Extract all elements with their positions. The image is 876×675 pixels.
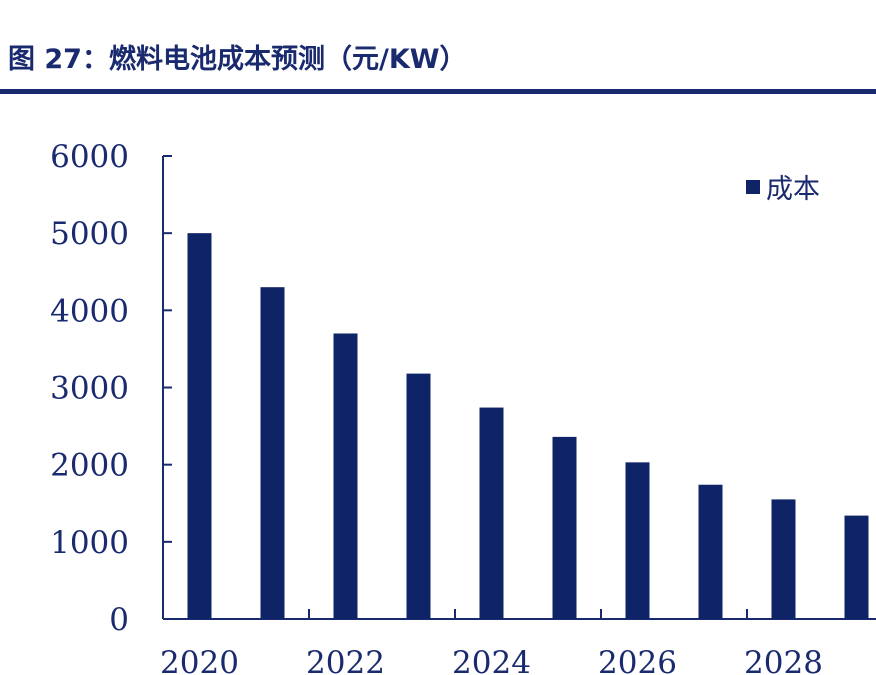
x-tick-label: 2024 <box>452 645 531 675</box>
x-tick-label: 2022 <box>306 645 385 675</box>
y-tick-label: 6000 <box>50 139 129 175</box>
y-axis: 0 1000 2000 3000 4000 5000 6000 <box>50 139 172 638</box>
bar <box>479 407 504 619</box>
x-tick-label: 2020 <box>160 645 239 675</box>
y-tick-label: 2000 <box>50 448 129 484</box>
y-tick-label: 5000 <box>50 216 129 252</box>
x-tick-label: 2026 <box>598 645 677 675</box>
bar <box>771 499 796 619</box>
bar <box>552 436 577 619</box>
x-axis: 2020 2022 2024 2026 2028 <box>160 609 876 675</box>
title-divider <box>0 89 876 94</box>
bar <box>187 233 212 619</box>
y-tick-label: 3000 <box>50 371 129 407</box>
bar <box>333 333 358 619</box>
bar <box>406 373 431 619</box>
y-tick-label: 4000 <box>50 293 129 329</box>
legend-label: 成本 <box>766 174 820 205</box>
bar <box>625 462 650 619</box>
legend: 成本 <box>746 174 820 205</box>
figure-title: 图 27：燃料电池成本预测（元/KW） <box>8 44 467 75</box>
x-tick-label: 2028 <box>744 645 823 675</box>
bar <box>698 484 723 619</box>
y-tick-label: 1000 <box>50 525 129 561</box>
y-tick-label: 0 <box>109 602 129 638</box>
bar <box>844 515 869 619</box>
bar <box>260 287 285 619</box>
legend-swatch <box>746 180 760 194</box>
bars <box>187 233 869 619</box>
